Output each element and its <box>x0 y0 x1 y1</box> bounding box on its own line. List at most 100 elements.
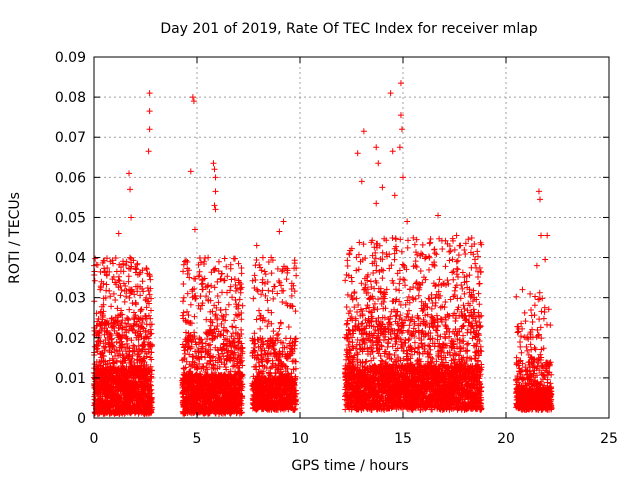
data-point <box>232 297 238 303</box>
data-point <box>222 277 228 283</box>
data-point <box>252 277 258 283</box>
data-point <box>108 303 114 309</box>
data-point <box>216 259 222 265</box>
data-point <box>106 288 112 294</box>
data-point <box>212 284 218 290</box>
data-point <box>345 263 351 269</box>
data-point <box>358 280 364 286</box>
data-point <box>222 256 228 262</box>
data-point <box>180 298 186 304</box>
data-point <box>231 317 237 323</box>
data-point <box>364 359 370 365</box>
data-point <box>380 268 386 274</box>
data-point <box>184 309 190 315</box>
data-point <box>345 342 351 348</box>
data-point <box>181 295 187 301</box>
data-point <box>233 325 239 331</box>
data-point <box>372 301 378 307</box>
data-point <box>276 326 282 332</box>
data-point <box>229 294 235 300</box>
data-point <box>293 308 299 314</box>
chart-title: Day 201 of 2019, Rate Of TEC Index for r… <box>160 21 537 37</box>
data-point <box>379 275 385 281</box>
data-point <box>259 279 265 285</box>
data-point <box>208 283 214 289</box>
data-point <box>237 296 243 302</box>
data-point <box>263 271 269 277</box>
data-point <box>188 302 194 308</box>
data-point <box>374 306 380 312</box>
data-point <box>147 277 153 283</box>
data-point <box>342 277 348 283</box>
data-point <box>180 313 186 319</box>
data-point <box>232 276 238 282</box>
data-point <box>229 323 235 329</box>
data-point <box>215 299 221 305</box>
data-point <box>251 330 257 336</box>
data-point <box>213 311 219 317</box>
data-point <box>349 278 355 284</box>
data-point <box>255 288 261 294</box>
roti-chart: Day 201 of 2019, Rate Of TEC Index for r… <box>0 0 640 480</box>
data-point <box>256 308 262 314</box>
data-point <box>180 281 186 287</box>
data-point <box>344 257 350 263</box>
data-point <box>148 330 154 336</box>
data-point <box>224 273 230 279</box>
data-point <box>378 358 384 364</box>
data-point <box>344 304 350 310</box>
data-point <box>356 240 362 246</box>
data-point <box>278 321 284 327</box>
data-point <box>344 321 350 327</box>
data-point <box>274 332 280 338</box>
data-point <box>130 342 136 348</box>
data-point <box>240 303 246 309</box>
data-point <box>239 270 245 276</box>
data-point <box>137 292 143 298</box>
data-point <box>269 270 275 276</box>
data-point <box>147 292 153 298</box>
data-point <box>275 331 281 337</box>
data-point <box>126 295 132 301</box>
data-point <box>133 301 139 307</box>
data-point <box>250 296 256 302</box>
data-point <box>238 265 244 271</box>
data-point <box>280 288 286 294</box>
data-point <box>144 266 150 272</box>
data-point <box>223 307 229 313</box>
data-point <box>204 284 210 290</box>
data-point <box>270 296 276 302</box>
data-point <box>206 289 212 295</box>
data-point <box>368 278 374 284</box>
data-point <box>351 289 357 295</box>
data-point <box>262 268 268 274</box>
data-point <box>375 296 381 302</box>
data-point <box>257 326 263 332</box>
data-point <box>103 281 109 287</box>
data-point <box>140 278 146 284</box>
data-point <box>112 297 118 303</box>
data-point <box>260 287 266 293</box>
data-point <box>117 292 123 298</box>
data-point <box>292 260 298 266</box>
data-point <box>254 317 260 323</box>
data-point <box>92 256 98 262</box>
data-points <box>91 80 555 417</box>
data-point <box>232 256 238 262</box>
data-point <box>92 278 98 284</box>
data-point <box>345 292 351 298</box>
data-point <box>279 299 285 305</box>
data-point <box>127 255 133 261</box>
data-point <box>123 293 129 299</box>
data-point <box>293 273 299 279</box>
data-point <box>226 302 232 308</box>
data-point <box>252 272 258 278</box>
data-point <box>270 328 276 334</box>
data-point <box>373 255 379 261</box>
data-point <box>286 324 292 330</box>
data-point <box>134 262 140 268</box>
data-point <box>116 274 122 280</box>
data-point <box>265 288 271 294</box>
data-point <box>354 350 360 356</box>
data-point <box>121 268 127 274</box>
